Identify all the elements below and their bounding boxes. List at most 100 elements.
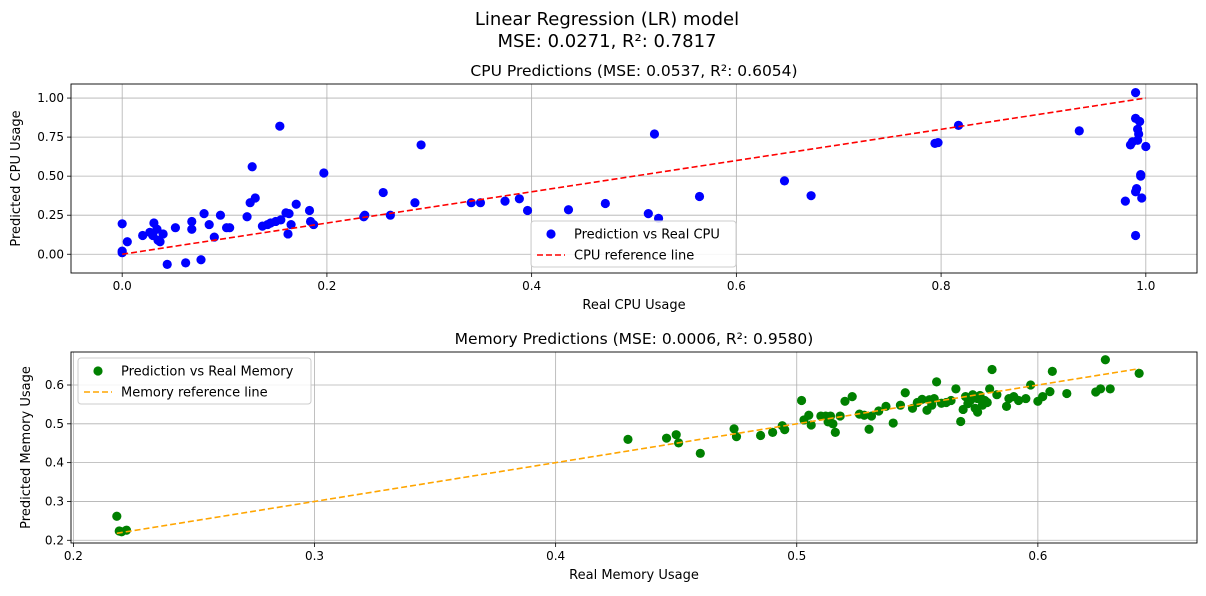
legend-label: CPU reference line [574,249,694,264]
axes-frame [70,351,1198,544]
y-tick-label: 0.00 [37,247,64,261]
data-point [1136,171,1146,181]
data-point [933,137,943,148]
legend-marker-swatch [546,229,556,239]
chart-title: Memory Predictions (MSE: 0.0006, R²: 0.9… [455,330,814,348]
legend-box [530,220,737,268]
data-point [1013,395,1024,406]
data-point [1001,401,1012,411]
data-point [1095,384,1106,394]
data-point [1134,129,1144,139]
data-point [806,191,816,201]
data-point [500,196,510,206]
data-point [121,525,132,535]
data-point [385,210,395,220]
y-tick-label: 0.3 [45,494,64,508]
y-tick-label: 0.75 [37,130,64,144]
data-point [779,176,790,186]
x-tick-label: 0.5 [787,549,806,563]
x-tick-label: 0.6 [727,279,746,293]
x-tick-label: 0.2 [317,279,336,293]
data-point [643,209,653,219]
data-point [1062,388,1072,399]
data-point [199,209,209,219]
data-point [661,433,672,443]
data-point [900,388,910,398]
plot-area [112,355,1144,537]
data-point [170,223,181,233]
data-point [514,194,524,204]
data-point [953,120,964,130]
data-point [881,401,891,411]
data-point [360,210,370,220]
data-point [215,210,226,220]
plot-area [117,87,1151,270]
x-tick-label: 0.0 [113,279,132,293]
data-point [378,187,388,198]
data-point [410,198,420,208]
data-point [888,418,898,428]
data-point [204,219,214,230]
data-point [1137,193,1147,203]
data-point [729,424,739,434]
data-point [946,395,956,406]
y-axis-label: Predicted Memory Usage [19,366,34,529]
data-point [755,430,766,441]
data-point [1130,87,1141,98]
data-point [522,205,533,216]
legend-label: Memory reference line [121,386,268,401]
axes-frame [70,83,1198,274]
x-axis-label: Real Memory Usage [569,568,699,583]
legend: Prediction vs Real CPU CPU reference line [530,220,737,268]
data-point [956,416,966,427]
data-point [982,397,992,408]
data-point [671,430,681,440]
data-point [623,434,633,444]
legend-label: Prediction vs Real Memory [121,365,294,380]
data-point [138,230,148,241]
x-tick-label: 0.8 [932,279,951,293]
data-point [796,395,807,406]
data-point [917,394,927,404]
data-point [416,140,426,150]
y-tick-label: 0.4 [45,456,64,470]
data-point [162,259,172,270]
data-point [276,215,286,225]
data-point [992,390,1002,400]
data-point [196,255,206,265]
y-tick-label: 0.6 [45,378,64,392]
y-tick-label: 1.00 [37,91,64,105]
data-point [694,191,705,202]
data-point [122,237,132,247]
y-tick-label: 0.50 [37,169,64,183]
data-point [985,384,995,394]
data-point [600,198,610,209]
data-point [1135,116,1145,127]
data-point [866,411,877,421]
data-point [1045,386,1055,397]
data-point [951,384,961,394]
data-point [780,425,790,435]
data-point [1120,196,1130,206]
data-point [1141,141,1151,152]
data-point [1100,355,1110,365]
data-point [117,219,127,229]
x-tick-label: 0.6 [1028,549,1047,563]
data-point [649,129,660,139]
legend-marker-swatch [93,366,103,376]
data-point [1105,384,1115,394]
data-point [250,193,260,203]
data-point [304,205,315,216]
data-point [112,511,122,521]
data-point [895,400,906,410]
reference-line [122,97,1146,256]
data-point [1021,393,1031,404]
data-point [291,199,301,209]
figure-subtitle: MSE: 0.0271, R²: 0.7817 [497,31,716,52]
y-tick-label: 0.5 [45,417,64,431]
data-point [247,162,257,172]
data-point [283,229,293,239]
data-point [284,209,294,219]
data-point [874,406,884,416]
x-tick-label: 0.2 [64,549,83,563]
